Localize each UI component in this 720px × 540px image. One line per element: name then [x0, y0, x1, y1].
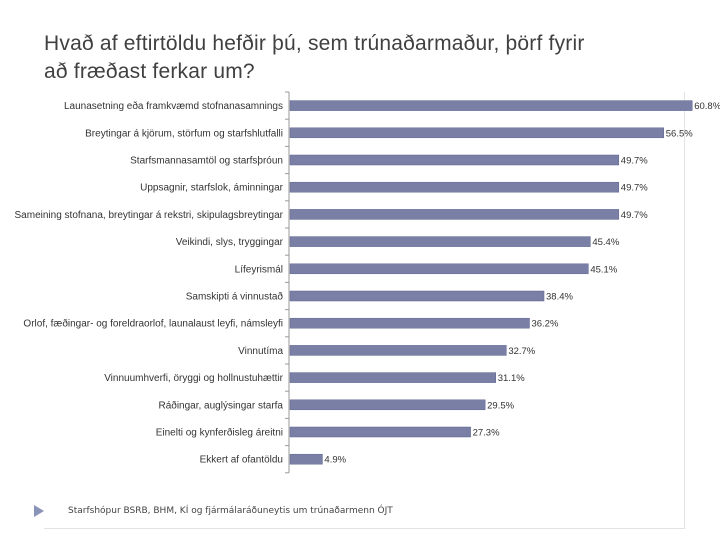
bar — [289, 426, 471, 438]
data-label: 36.2% — [531, 319, 558, 330]
slide-title: Hvað af eftirtöldu hefðir þú, sem trúnað… — [44, 30, 704, 86]
data-label: 56.5% — [666, 128, 693, 139]
bar — [289, 127, 665, 139]
data-label: 45.4% — [592, 237, 619, 248]
bar — [289, 263, 589, 275]
bar — [289, 317, 530, 329]
bar — [289, 154, 620, 166]
category-label: Launasetning eða framkvæmd stofnanasamni… — [64, 100, 283, 112]
bar — [289, 209, 620, 220]
bar — [289, 399, 486, 411]
data-label: 60.8% — [694, 101, 720, 112]
title-line-1: Hvað af eftirtöldu hefðir þú, sem trúnað… — [44, 32, 585, 55]
data-label: 45.1% — [590, 264, 617, 275]
category-label: Orlof, fæðingar- og foreldraorlof, launa… — [23, 318, 283, 330]
bar — [289, 290, 545, 302]
footer-source: Starfshópur BSRB, BHM, KÍ og fjármálaráð… — [68, 506, 393, 516]
data-label: 32.7% — [508, 346, 535, 357]
data-label: 49.7% — [621, 183, 648, 194]
category-label: Lífeyrismál — [235, 264, 283, 275]
title-line-2: að fræðast ferkar um? — [44, 60, 255, 83]
bar — [289, 345, 507, 356]
data-label: 49.7% — [621, 210, 648, 221]
category-label: Samskipti á vinnustað — [186, 291, 284, 303]
category-label: Vinnuumhverfi, öryggi og hollnustuhættir — [104, 373, 283, 384]
category-label: Ráðingar, auglýsingar starfa — [158, 399, 283, 411]
bar — [289, 453, 323, 465]
category-label: Vinnutíma — [238, 346, 283, 357]
category-label: Veikindi, slys, tryggingar — [176, 237, 284, 248]
bar — [289, 372, 496, 383]
category-label: Uppsagnir, starfslok, áminningar — [140, 183, 284, 194]
slide-frame-right — [684, 92, 685, 529]
category-label: Starfsmannasamtöl og starfsþróun — [130, 156, 283, 167]
category-label: Sameining stofnana, breytingar á rekstri… — [15, 210, 284, 221]
slide-frame-bottom — [44, 528, 684, 529]
bar — [289, 181, 620, 193]
data-label: 27.3% — [473, 428, 500, 439]
data-label: 49.7% — [621, 156, 648, 167]
category-label: Einelti og kynferðisleg áreitni — [156, 427, 283, 439]
bar — [289, 236, 591, 247]
triangle-bullet-icon — [34, 505, 44, 517]
data-label: 29.5% — [487, 400, 514, 411]
bar — [289, 100, 693, 111]
category-label: Ekkert af ofantöldu — [200, 455, 283, 466]
data-label: 4.9% — [324, 455, 346, 466]
data-label: 38.4% — [546, 292, 573, 303]
data-label: 31.1% — [498, 373, 525, 384]
category-label: Breytingar á kjörum, störfum og starfshl… — [85, 128, 283, 139]
